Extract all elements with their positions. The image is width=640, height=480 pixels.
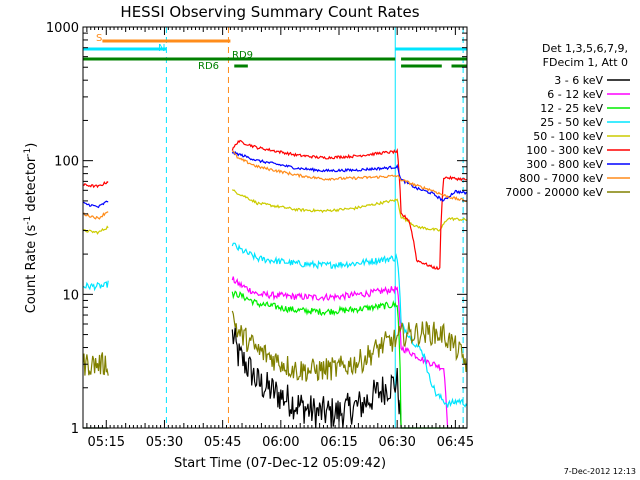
footer-timestamp: 7-Dec-2012 12:13 <box>564 467 636 476</box>
series-line-4-seg2 <box>231 189 468 232</box>
legend-header: Det 1,3,5,6,7,9, <box>542 42 628 55</box>
series-line-5-seg2 <box>231 139 468 271</box>
legend-entry-label: 300 - 800 keV <box>526 158 603 171</box>
series-line-5-seg1 <box>82 180 109 189</box>
series-line-4-seg1 <box>82 225 109 235</box>
legend-entry-label: 6 - 12 keV <box>547 88 603 101</box>
x-axis: 05:15 05:30 05:45 06:00 06:15 06:30 06:45 <box>86 27 474 450</box>
y-tick-label: 100 <box>54 155 79 170</box>
series-line-7-seg2 <box>232 150 468 203</box>
series-line-8-seg1 <box>82 352 109 376</box>
x-tick-label: 05:45 <box>204 435 241 450</box>
legend-header: FDecim 1, Att 0 <box>543 56 628 69</box>
x-tick-label: 06:45 <box>437 435 474 450</box>
series-line-7-seg1 <box>82 211 109 220</box>
plot-frame <box>82 26 468 429</box>
flag-label-n: N <box>158 43 165 54</box>
series-line-6-seg1 <box>82 200 109 209</box>
series-line-3-seg2 <box>231 242 468 408</box>
legend-entry-label: 12 - 25 keV <box>540 102 603 115</box>
x-axis-label: Start Time (07-Dec-12 05:09:42) <box>174 456 386 471</box>
series-line-6-seg2 <box>231 150 468 202</box>
legend-entry-label: 3 - 6 keV <box>554 74 603 87</box>
legend: Det 1,3,5,6,7,9,FDecim 1, Att 0 3 - 6 keV… <box>505 42 630 199</box>
legend-entry-label: 7000 - 20000 keV <box>505 186 603 199</box>
legend-entry-label: 100 - 300 keV <box>526 144 603 157</box>
plot-area: S N RD9 RD6 <box>82 27 468 429</box>
x-tick-label: 05:30 <box>146 435 183 450</box>
series-line-8-seg2 <box>231 310 468 382</box>
x-tick-label: 06:15 <box>320 435 357 450</box>
y-axis-label: Count Rate (s-1 detector-1) <box>23 143 39 314</box>
x-tick-label: 06:30 <box>378 435 415 450</box>
y-tick-label: 1000 <box>46 21 79 36</box>
legend-entry-label: 25 - 50 keV <box>540 116 603 129</box>
x-tick-label: 05:15 <box>88 435 125 450</box>
y-tick-label: 10 <box>62 288 79 303</box>
series-line-3-seg1 <box>82 280 109 292</box>
chart-title: HESSI Observing Summary Count Rates <box>120 3 419 21</box>
y-axis: 1 10 100 1000 <box>46 21 467 437</box>
series-line-1-seg2 <box>231 276 467 429</box>
flag-label-rd6: RD6 <box>198 61 219 72</box>
legend-entry-label: 800 - 7000 keV <box>519 172 603 185</box>
legend-entry-label: 50 - 100 keV <box>533 130 603 143</box>
x-tick-label: 06:00 <box>262 435 299 450</box>
flag-label-rd9: RD9 <box>232 50 253 61</box>
flag-label-s: S <box>96 33 102 44</box>
y-tick-label: 1 <box>71 422 79 437</box>
